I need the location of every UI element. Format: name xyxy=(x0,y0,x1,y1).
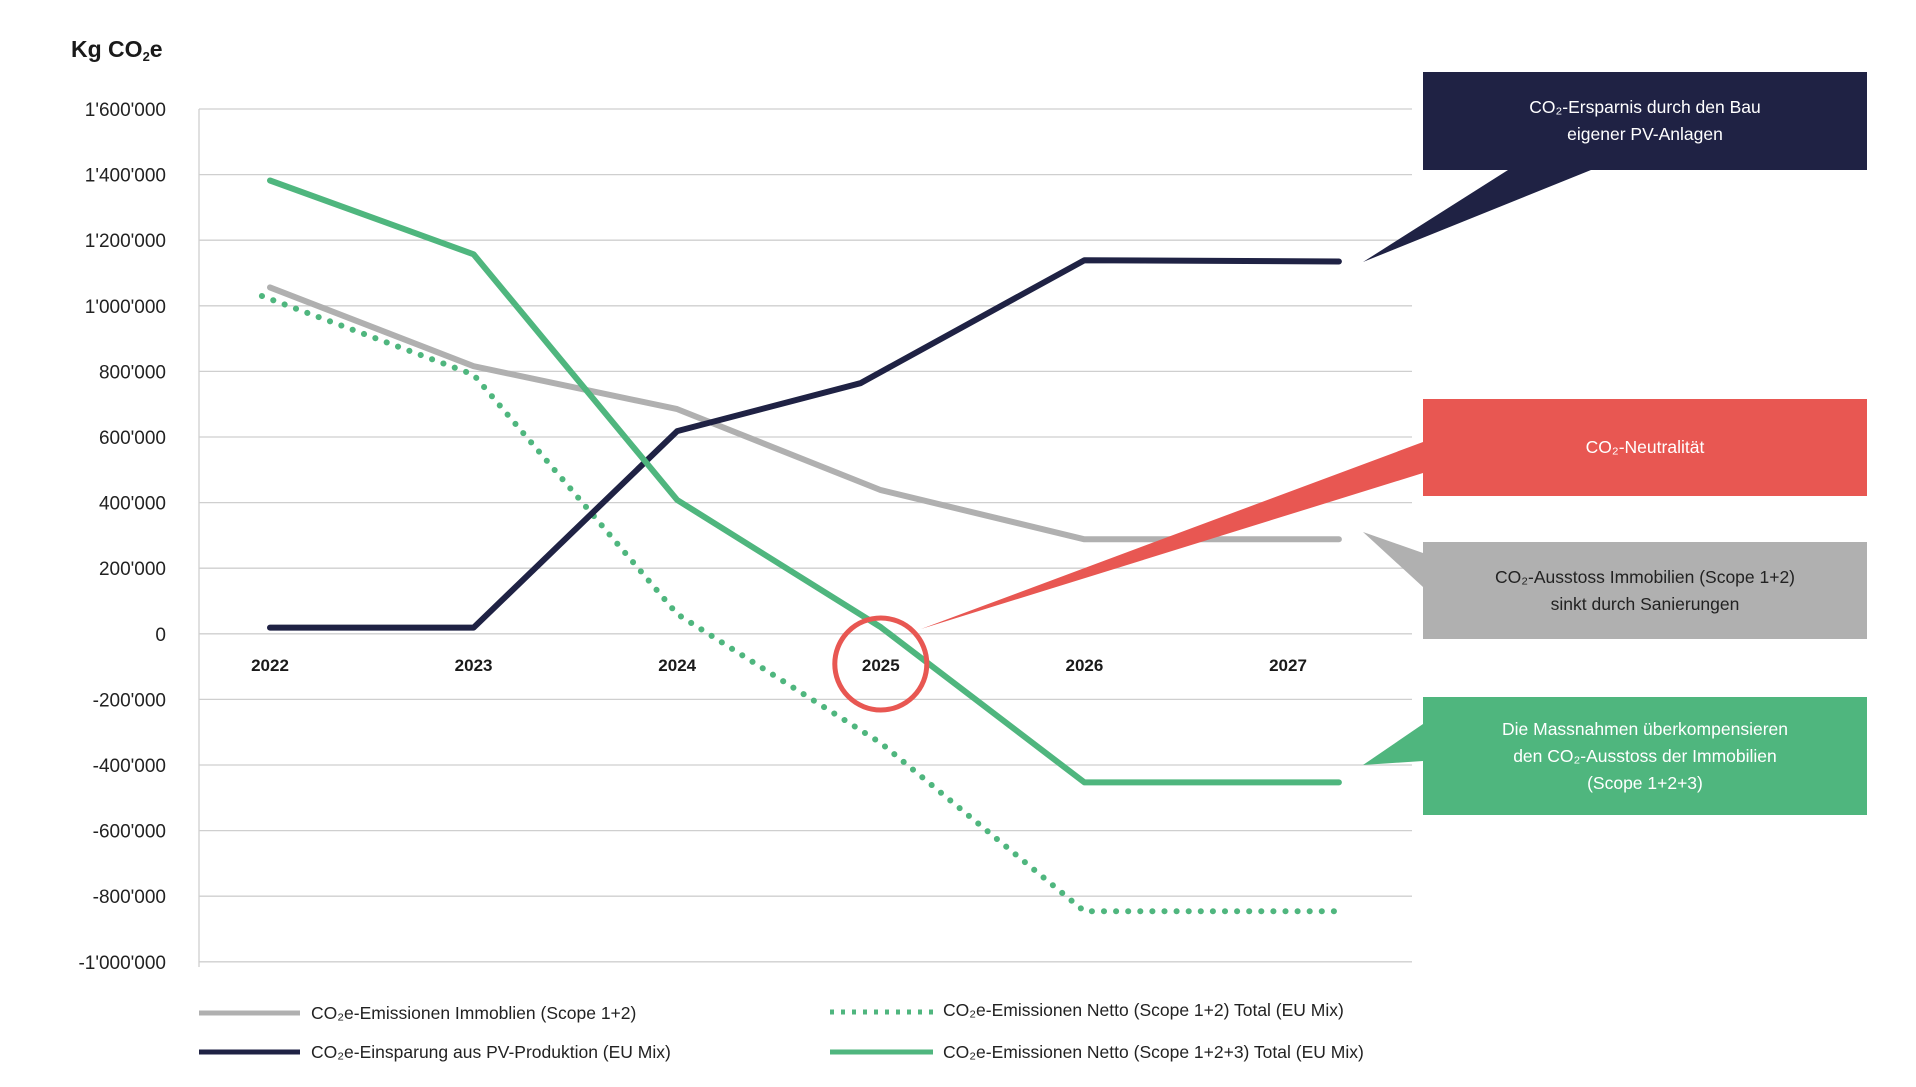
y-tick-label: 800'000 xyxy=(99,362,166,383)
y-tick-label: -800'000 xyxy=(93,887,166,908)
x-tick-label: 2024 xyxy=(658,656,696,675)
x-tick-label: 2026 xyxy=(1065,656,1103,675)
x-tick-label: 2025 xyxy=(862,656,900,675)
y-axis-title-main: Kg CO xyxy=(71,36,143,62)
legend-label-net-scope123: CO₂e-Emissionen Netto (Scope 1+2+3) Tota… xyxy=(943,1042,1364,1062)
series-line-3 xyxy=(267,177,1342,786)
y-tick-label: -600'000 xyxy=(93,822,166,843)
y-tick-label: -200'000 xyxy=(93,690,166,711)
legend-label-net-scope12: CO₂e-Emissionen Netto (Scope 1+2) Total … xyxy=(943,1000,1344,1020)
y-axis-title-sub: 2 xyxy=(142,49,150,64)
y-tick-label: 200'000 xyxy=(99,559,166,580)
y-tick-label: 1'400'000 xyxy=(85,166,166,187)
x-tick-label: 2023 xyxy=(455,656,493,675)
x-tick-label: 2027 xyxy=(1269,656,1307,675)
y-axis-title: Kg CO2e xyxy=(71,36,163,64)
callout-pointer-overcomp xyxy=(1363,724,1423,765)
annotation-building-emissions: CO₂-Ausstoss Immobilien (Scope 1+2) sink… xyxy=(1423,542,1867,639)
y-tick-label: 400'000 xyxy=(99,494,166,515)
callout-pointer-neutrality xyxy=(921,442,1423,629)
series-line-0 xyxy=(267,284,1342,543)
annotation-pv-savings: CO₂-Ersparnis durch den Bau eigener PV-A… xyxy=(1423,72,1867,170)
series-line-2 xyxy=(258,293,1342,915)
y-tick-label: 1'600'000 xyxy=(85,100,166,121)
highlight-circle-2025 xyxy=(832,615,930,713)
legend-label-building-emissions: CO₂e-Emissionen Immoblien (Scope 1+2) xyxy=(311,1003,637,1023)
series-line-1 xyxy=(267,257,1342,631)
legend-label-pv-savings: CO₂e-Einsparung aus PV-Produktion (EU Mi… xyxy=(311,1042,671,1062)
y-tick-label: 1'000'000 xyxy=(85,297,166,318)
y-tick-label: 600'000 xyxy=(99,428,166,449)
y-tick-label: 1'200'000 xyxy=(85,231,166,252)
y-tick-label: -400'000 xyxy=(93,756,166,777)
y-tick-label: -1'000'000 xyxy=(78,953,166,974)
callout-pointer-building xyxy=(1363,532,1423,587)
x-tick-label: 2022 xyxy=(251,656,289,675)
annotation-overcompensation: Die Massnahmen überkompensieren den CO₂-… xyxy=(1423,697,1867,815)
annotation-co2-neutrality: CO₂-Neutralität xyxy=(1423,399,1867,496)
callout-pointer-pv xyxy=(1363,170,1591,262)
y-tick-label: 0 xyxy=(155,625,166,646)
y-axis-title-suffix: e xyxy=(149,36,163,62)
